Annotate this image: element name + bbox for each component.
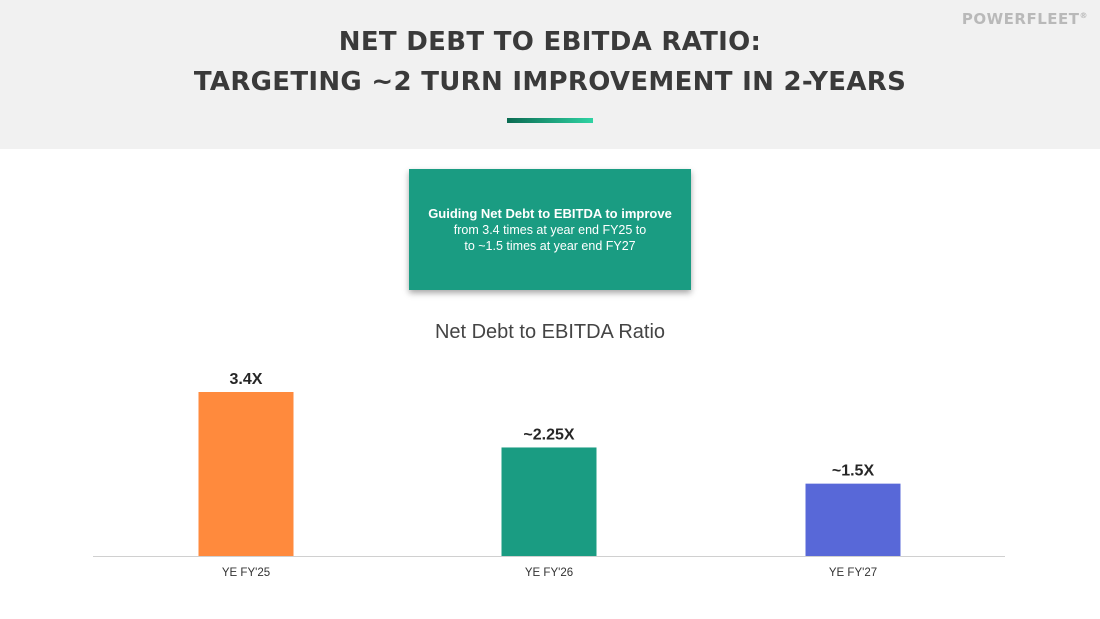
bar-2 [805, 483, 901, 556]
title-accent-bar [507, 118, 593, 123]
x-tick-label-0: YE FY'25 [222, 567, 270, 579]
title-line-1: NET DEBT TO EBITDA RATIO: [338, 27, 762, 57]
powerfleet-logo: POWERFLEET® [962, 10, 1088, 28]
chart-title: Net Debt to EBITDA Ratio [434, 321, 666, 343]
logo-text: POWERFLEET [961, 10, 1080, 28]
callout-line-3: to ~1.5 times at year end FY27 [464, 238, 636, 253]
callout-line-2: from 3.4 times at year end FY25 to [453, 222, 647, 237]
bar-1 [501, 447, 597, 556]
title-line-2: TARGETING ~2 TURN IMPROVEMENT IN 2-YEARS [193, 67, 907, 97]
data-label-2: ~1.5X [832, 463, 875, 480]
header-band [0, 0, 1100, 149]
x-tick-label-1: YE FY'26 [525, 567, 573, 579]
data-label-0: 3.4X [230, 371, 263, 388]
guidance-callout: Guiding Net Debt to EBITDA to improve fr… [409, 169, 691, 290]
page-title: NET DEBT TO EBITDA RATIO: TARGETING ~2 T… [0, 22, 1100, 102]
x-tick-label-2: YE FY'27 [829, 567, 877, 579]
bar-0 [198, 392, 294, 556]
data-label-1: ~2.25X [523, 426, 574, 443]
registered-mark: ® [1079, 11, 1088, 20]
callout-line-1: Guiding Net Debt to EBITDA to improve [428, 205, 672, 221]
